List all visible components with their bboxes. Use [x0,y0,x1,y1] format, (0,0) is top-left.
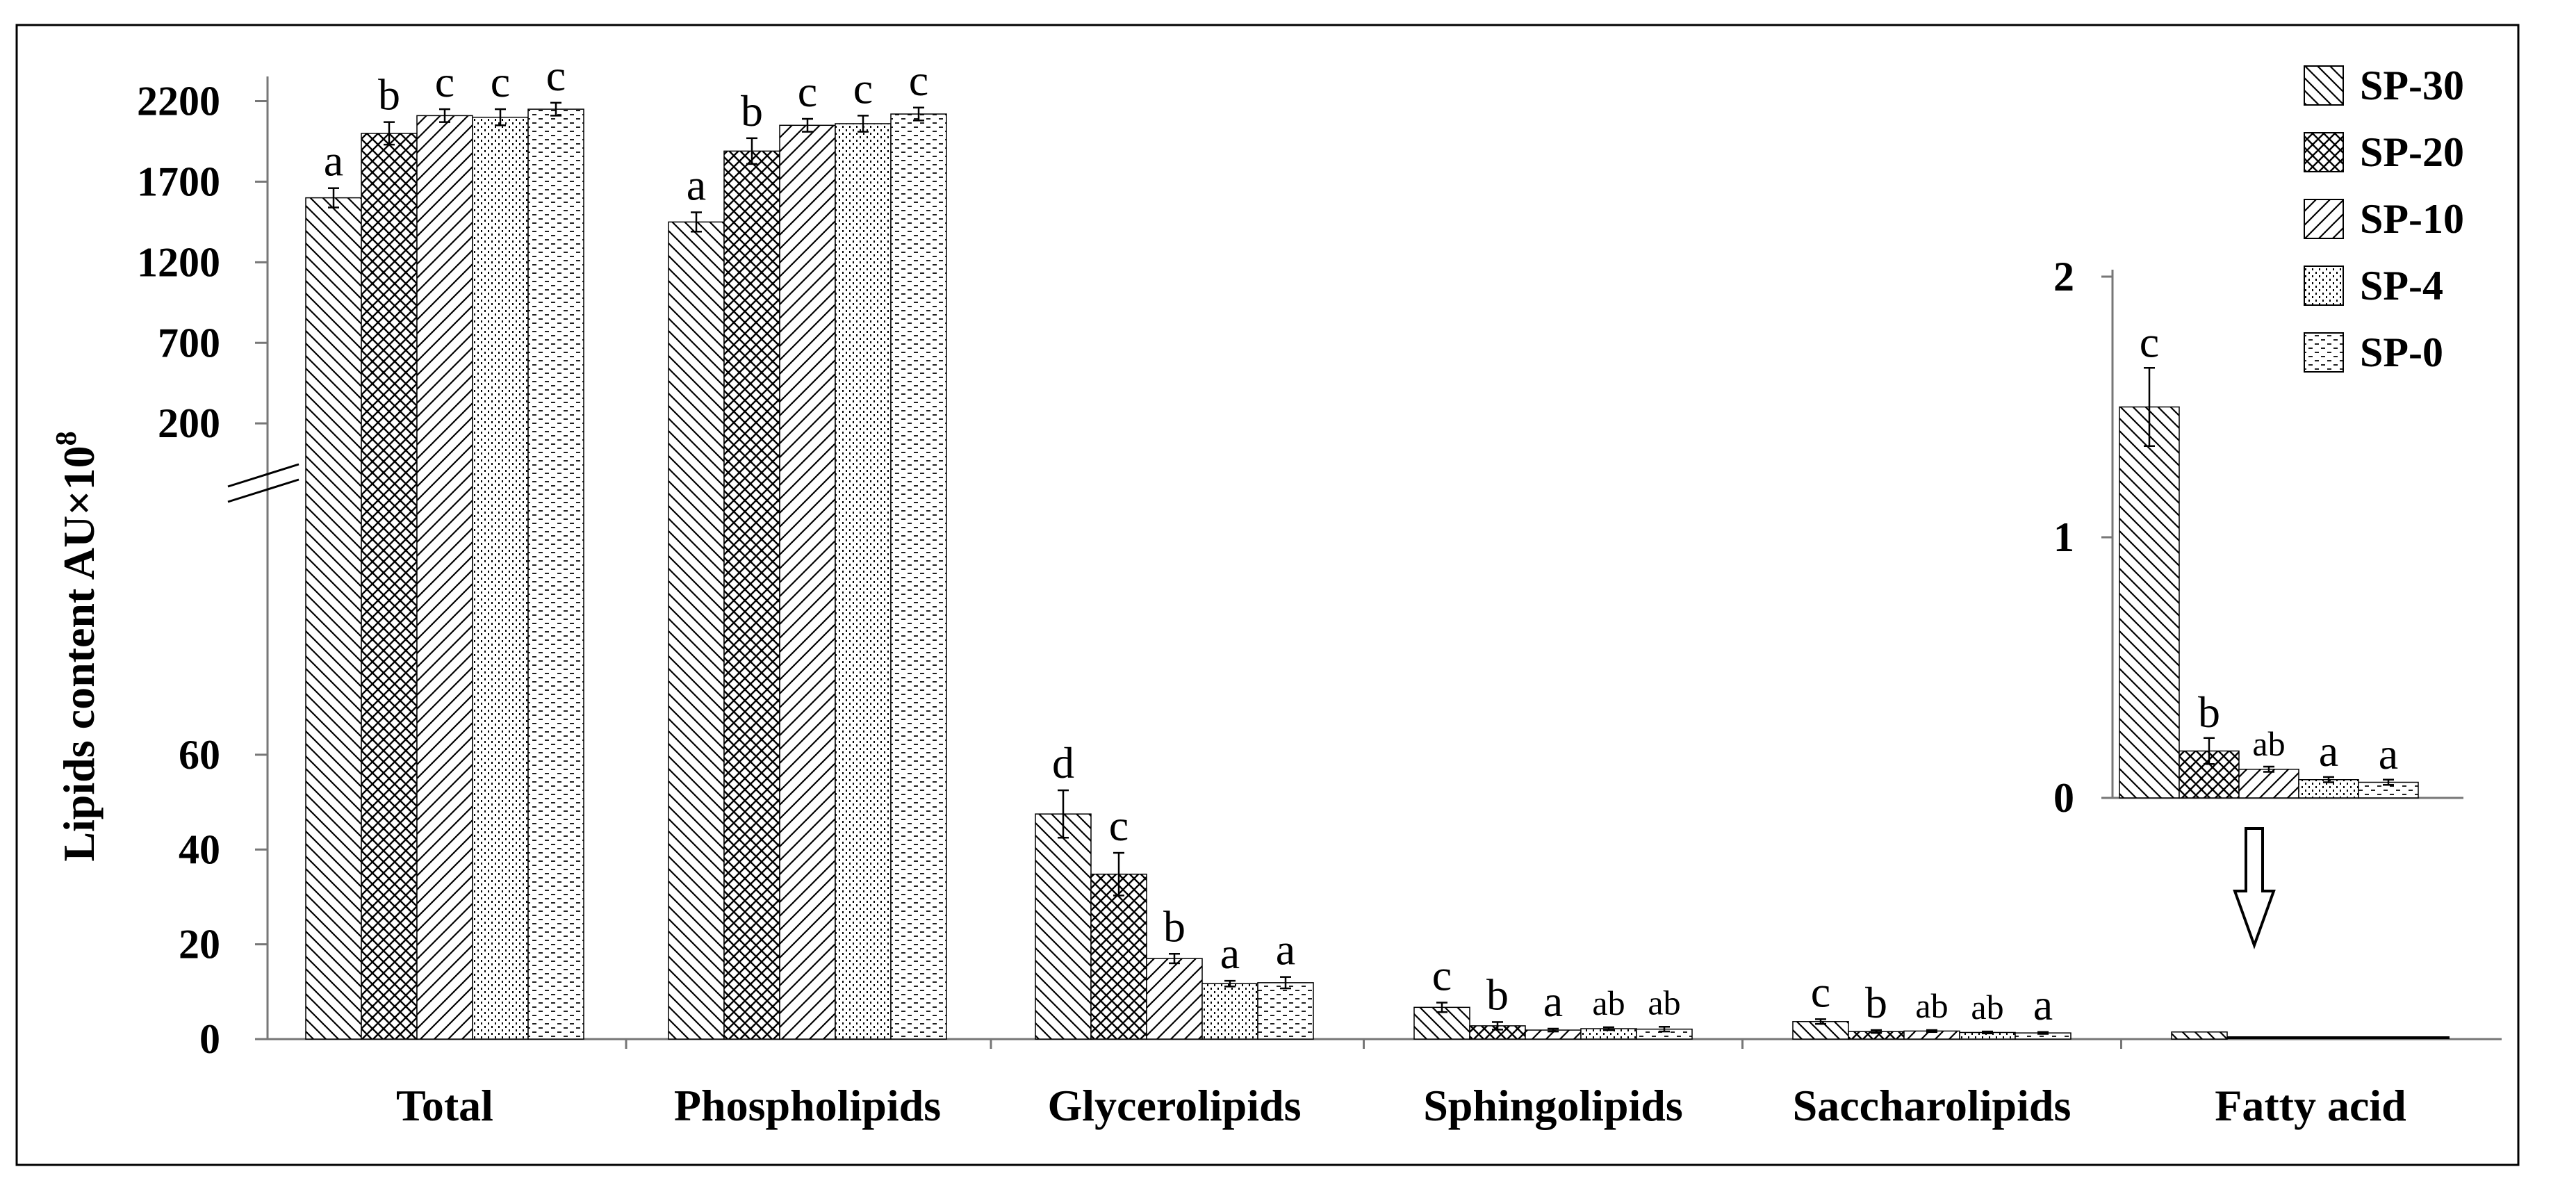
bar-sp-0-glycerolipids [1257,982,1314,1040]
bar-sp-4-total [472,116,529,1040]
significance-letter: ab [1592,983,1625,1022]
bar-sp-20-phospholipids [723,150,780,1040]
inset-significance-letter: a [2319,726,2338,776]
inset-significance-letter: b [2198,687,2220,737]
category-label: Total [396,1081,493,1130]
significance-letter: ab [1915,986,1948,1025]
y-tick-label: 200 [158,400,220,446]
inset-bar-sp-10 [2238,769,2299,799]
bar-sp-20-total [361,133,418,1040]
significance-letter: b [1163,901,1186,951]
bar-sp-0-total [527,108,584,1040]
significance-letter: b [378,70,400,120]
y-tick-label: 40 [179,826,220,872]
y-axis-title-exponent: 8 [51,431,83,446]
category-label: Fatty acid [2215,1081,2406,1130]
category-label: Phospholipids [674,1081,941,1130]
category-label: Saccharolipids [1793,1081,2072,1130]
significance-letter: c [1811,967,1830,1016]
legend: SP-30 SP-20 SP-10 SP-4 SP-0 [2304,63,2464,375]
y-tick-label: 60 [179,732,220,778]
y-tick-label: 700 [158,320,220,366]
inset-y-tick-label: 1 [2053,514,2074,560]
bar-sp-10-phospholipids [779,124,836,1040]
legend-label-sp-4: SP-4 [2360,263,2443,309]
legend-swatch-sp-20 [2304,132,2344,172]
significance-letter: c [909,56,928,105]
significance-letter: a [687,160,706,209]
significance-letter: a [1276,925,1295,974]
inset-significance-letter: ab [2252,724,2285,763]
category-label: Sphingolipids [1423,1081,1683,1130]
significance-letter: a [2033,980,2053,1029]
significance-letter: c [491,57,510,106]
significance-letter: a [324,136,343,186]
legend-label-sp-10: SP-10 [2360,196,2464,242]
chart-frame [15,24,2520,1166]
bar-sp-10-glycerolipids [1146,958,1203,1040]
bar-sp-4-glycerolipids [1201,983,1258,1040]
legend-swatch-sp-4 [2304,266,2344,306]
bar-sp-20-glycerolipids [1090,873,1147,1040]
significance-letter: c [1432,951,1452,1000]
y-axis-title: Lipids content AU×108 [51,431,104,861]
significance-letter: ab [1648,983,1680,1022]
legend-label-sp-20: SP-20 [2360,129,2464,175]
bar-sp-30-glycerolipids [1035,813,1092,1040]
bar-sp-0-phospholipids [890,113,947,1040]
legend-swatch-sp-30 [2304,65,2344,106]
y-tick-label: 0 [199,1016,220,1062]
significance-letter: b [741,86,763,136]
legend-swatch-sp-10 [2304,199,2344,239]
bar-sp-30-phospholipids [668,221,725,1040]
category-label: Glycerolipids [1047,1081,1301,1130]
axis-break-mark [227,478,300,503]
significance-letter: b [1865,978,1887,1027]
inset-arrow-icon [2233,827,2276,949]
legend-swatch-sp-0 [2304,332,2344,373]
inset-significance-letter: a [2379,729,2398,778]
significance-letter: ab [1971,988,2003,1027]
bar-sp-30-total [305,197,362,1040]
bar-sp-30-fatty-acid [2171,1031,2228,1040]
significance-letter: b [1486,970,1509,1019]
y-tick-label: 1700 [137,158,220,204]
bar-sp-10-total [416,115,473,1040]
y-axis-title-text: Lipids content AU×10 [54,446,104,861]
significance-letter: d [1052,738,1074,787]
significance-letter: c [853,63,873,113]
significance-letter: a [1543,977,1563,1026]
significance-letter: a [1220,929,1240,978]
bar-sp-4-phospholipids [835,123,892,1040]
axis-break-mark [227,463,300,488]
inset-y-tick-label: 0 [2053,775,2074,821]
legend-label-sp-30: SP-30 [2360,63,2464,108]
y-tick-label: 20 [179,922,220,968]
significance-letter: c [798,67,817,116]
significance-letter: c [435,57,454,106]
y-tick-label: 1200 [137,239,220,285]
inset-significance-letter: c [2140,317,2159,366]
y-tick-label: 2200 [137,79,220,124]
significance-letter: c [1109,801,1129,850]
inset-y-tick-label: 2 [2053,254,2074,300]
significance-letter: c [546,51,566,100]
inset-bar-sp-30 [2119,406,2180,799]
legend-label-sp-0: SP-0 [2360,329,2443,375]
